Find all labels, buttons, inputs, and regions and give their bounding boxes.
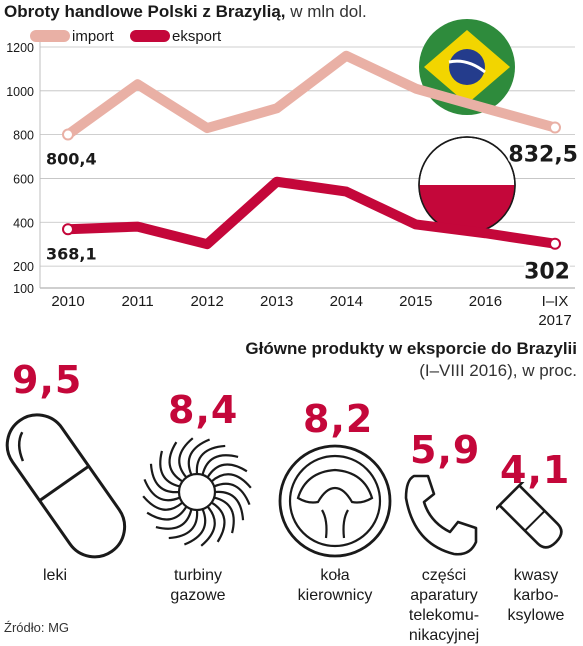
product-label-kola: koła kierownicy: [297, 567, 373, 604]
series-lines: [62, 50, 561, 250]
turbine-blade: [149, 463, 180, 494]
turbine-blade: [187, 438, 211, 476]
product-label-turbiny: turbiny gazowe: [170, 567, 226, 604]
turbine-blade: [155, 508, 193, 530]
chart-title: Obroty handlowe Polski z Brazylią, w mln…: [4, 2, 367, 22]
flags: [418, 19, 516, 234]
turbine-blade: [210, 473, 252, 489]
product-label-leki: leki: [42, 567, 67, 584]
product-label-czesci: części aparatury telekomu- nikacyjnej: [408, 567, 480, 644]
x-tick-label: 2010: [51, 293, 84, 310]
x-tick-label: 2015: [399, 293, 432, 310]
x-tick-label: 2014: [330, 293, 363, 310]
phone-icon: [404, 474, 478, 556]
y-tick-label: 100: [13, 282, 34, 296]
product-value-kwasy: 4,1: [500, 448, 571, 492]
x-tick-label: 2012: [190, 293, 223, 310]
y-tick-label: 800: [13, 129, 34, 143]
legend-label-eksport: eksport: [172, 28, 222, 45]
product-value-leki: 9,5: [12, 358, 83, 402]
steering-wheel-icon: [278, 444, 392, 558]
product-value-turbiny: 8,4: [168, 388, 239, 432]
turbine-blade: [213, 496, 235, 534]
products-heading: Główne produkty w eksporcie do Brazylii …: [245, 338, 577, 382]
eksport-first-label: 368,1: [46, 244, 97, 263]
turbine-blade: [183, 508, 207, 546]
product-value-czesci: 5,9: [410, 428, 481, 472]
chart-title-main: Obroty handlowe Polski z Brazylią,: [4, 2, 286, 21]
turbine-blade: [201, 454, 239, 476]
turbine-blade: [213, 482, 251, 506]
products-title: Główne produkty w eksporcie do Brazylii: [245, 339, 577, 358]
y-tick-label: 1000: [6, 85, 34, 99]
brazil-flag-icon: [419, 19, 515, 115]
legend-label-import: import: [72, 28, 115, 45]
x-tick-label: 2017: [538, 312, 571, 329]
series-line-import: [63, 50, 560, 140]
y-tick-label: 1200: [6, 41, 34, 55]
y-tick-label: 600: [13, 172, 34, 186]
product-value-kola: 8,2: [303, 397, 374, 441]
turbine-blade: [159, 450, 181, 488]
turbine-blade: [195, 444, 226, 475]
chart-title-unit: w mln dol.: [285, 2, 367, 21]
y-tick-label: 200: [13, 260, 34, 274]
turbine-blade: [214, 490, 245, 521]
series-line-eksport: [63, 176, 560, 250]
chart-legend: import eksport: [30, 28, 222, 45]
products-subtitle: (I–VIII 2016), w proc.: [419, 361, 577, 380]
import-last-label: 832,5: [508, 143, 578, 168]
turbine-blade: [146, 505, 188, 521]
turbine-blade: [168, 441, 184, 483]
x-tick-label: 2011: [121, 293, 153, 310]
test-tube-icon: [496, 482, 563, 549]
chart-labels: 2010 2011 2012 2013 2014 2015 2016 I–IX 2017 800,…: [44, 141, 580, 329]
source-note: Źródło: MG: [4, 620, 70, 635]
series-point-import: [549, 121, 561, 134]
pill-icon: [5, 413, 127, 559]
x-tick-label: 2013: [260, 293, 293, 310]
x-tick-label: I–IX: [542, 293, 569, 310]
turbine-blade: [206, 463, 248, 479]
x-tick-label: 2016: [469, 293, 502, 310]
turbine-blade: [210, 501, 226, 543]
poland-flag-icon: [418, 136, 516, 234]
turbine-blade: [200, 505, 216, 547]
turbine-blade: [143, 478, 181, 502]
turbine-blade: [168, 509, 199, 540]
series-point-eksport: [62, 223, 74, 236]
eksport-last-label: 302: [524, 260, 570, 285]
product-label-kwasy: kwasy karbo- ksylowe: [507, 567, 565, 624]
import-first-label: 800,4: [46, 150, 97, 169]
y-tick-label: 400: [13, 216, 34, 230]
turbine-blade: [142, 495, 184, 511]
trade-line-chart: 100 200 400 600 800 1000 1200 2010 2011 2012 2013…: [6, 19, 580, 329]
series-point-import: [62, 128, 74, 141]
turbine-blade: [178, 437, 194, 479]
series-point-eksport: [549, 237, 561, 250]
turbine-icon: [142, 437, 252, 547]
